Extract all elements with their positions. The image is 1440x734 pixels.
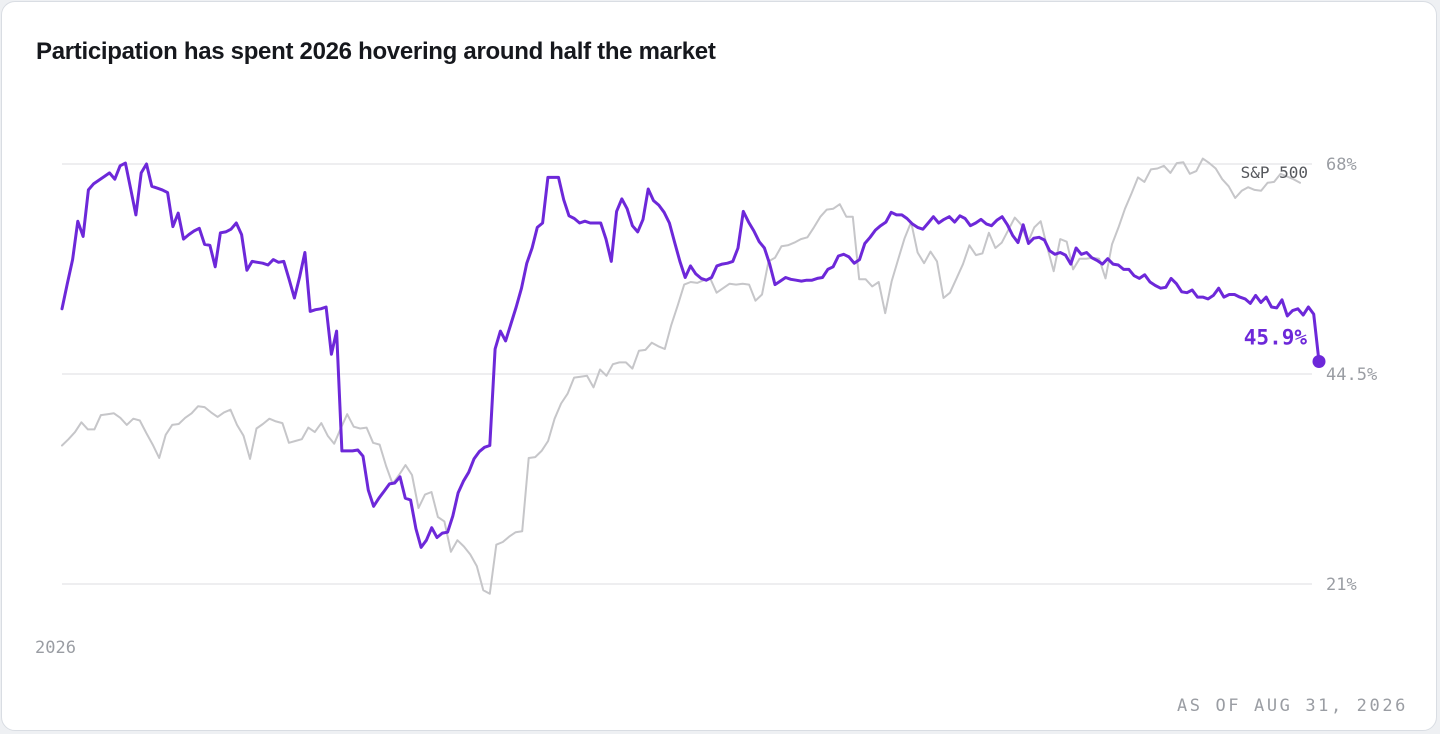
as-of-date: AS OF AUG 31, 2026	[1176, 696, 1408, 716]
y-tick-label-2: 68%	[1326, 155, 1357, 175]
y-tick-label-0: 21%	[1326, 575, 1357, 595]
participation-end-label: 45.9%	[1244, 325, 1308, 349]
participation-line	[60, 161, 1321, 549]
sp500-series-label: S&P 500	[1241, 163, 1308, 182]
y-tick-label-1: 44.5%	[1326, 365, 1377, 385]
sp500-line	[61, 157, 1301, 595]
x-tick-label-0: 2026	[35, 638, 76, 658]
chart-title: Participation has spent 2026 hovering ar…	[36, 38, 716, 65]
participation-end-dot	[1312, 354, 1326, 368]
